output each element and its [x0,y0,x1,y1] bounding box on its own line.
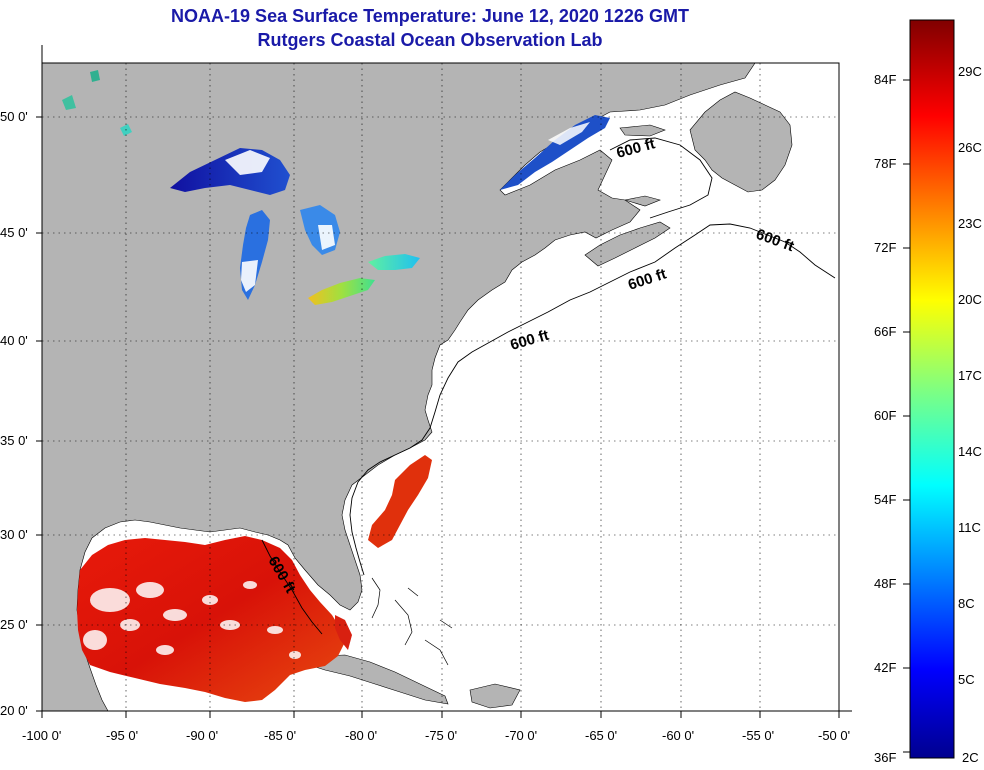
lake-ontario [368,254,420,270]
cbar-f-54: 54F [874,492,896,507]
cbar-f-42: 42F [874,660,896,675]
cbar-c-23: 23C [958,216,982,231]
cbar-c-11: 11C [958,520,981,535]
land-anticosti [619,124,666,137]
cloud-mask-gulf [83,581,301,659]
cbar-f-66: 66F [874,324,896,339]
lat-label-25: 25 0' [0,617,28,632]
sst-gulf-of-mexico [77,536,345,702]
map-subtitle: Rutgers Coastal Ocean Observation Lab [257,30,603,50]
sst-florida-atlantic [368,455,432,548]
cbar-c-14: 14C [958,444,982,459]
lat-label-20: 20 0' [0,703,28,718]
lake-erie [308,278,375,305]
land-north-america [42,63,756,711]
lon-label-95: -95 0' [106,728,138,743]
land-cuba [298,654,449,705]
lake-superior-cloud [225,150,270,175]
cbar-c-29: 29C [958,64,982,79]
axis-ticks [36,116,840,718]
lon-label-100: -100 0' [22,728,61,743]
land-nova-scotia [584,221,671,267]
lon-label-75: -75 0' [425,728,457,743]
land-bahamas [371,577,453,666]
cbar-f-84: 84F [874,72,896,87]
lon-label-50: -50 0' [818,728,850,743]
sst-st-lawrence [500,115,610,190]
map-title: NOAA-19 Sea Surface Temperature: June 12… [171,6,689,26]
cbar-f-36: 36F [874,750,896,765]
sst-northern-lake-3 [90,70,100,82]
graticule [42,63,839,711]
cbar-c-2: 2C [962,750,979,765]
contour-600ft [349,223,836,576]
land-newfoundland [689,91,793,193]
sst-florida-keys [335,615,352,650]
sst-northern-lake-1 [62,95,76,110]
land-hispaniola [469,683,521,709]
lake-huron-cloud [318,225,335,250]
lat-label-50: 50 0' [0,109,28,124]
lake-michigan-cloud [241,260,258,292]
lon-label-85: -85 0' [264,728,296,743]
cbar-c-5: 5C [958,672,975,687]
lon-label-70: -70 0' [505,728,537,743]
colorbar-gradient [909,19,955,759]
lon-label-60: -60 0' [662,728,694,743]
cbar-f-60: 60F [874,408,896,423]
lat-label-45: 45 0' [0,225,28,240]
cbar-c-26: 26C [958,140,982,155]
lat-label-35: 35 0' [0,433,28,448]
cbar-f-48: 48F [874,576,896,591]
colorbar-ticks [903,79,910,753]
lon-label-65: -65 0' [585,728,617,743]
lat-label-40: 40 0' [0,333,28,348]
cbar-f-78: 78F [874,156,896,171]
lat-label-30: 30 0' [0,527,28,542]
cbar-c-17: 17C [958,368,982,383]
lon-label-55: -55 0' [742,728,774,743]
cbar-c-20: 20C [958,292,982,307]
contour-600ft-gulf [261,539,323,635]
cbar-c-8: 8C [958,596,975,611]
lon-label-90: -90 0' [186,728,218,743]
cbar-f-72: 72F [874,240,896,255]
lon-label-80: -80 0' [345,728,377,743]
land-pei [624,195,661,207]
sst-st-lawrence-cloud [548,122,590,145]
contour-600ft-maritimes [609,137,713,219]
